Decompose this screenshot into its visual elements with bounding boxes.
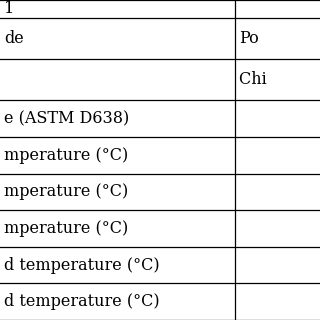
Text: de: de xyxy=(4,30,24,47)
Text: e (ASTM D638): e (ASTM D638) xyxy=(4,110,129,127)
Text: Chi: Chi xyxy=(239,71,272,88)
Text: mperature (°C): mperature (°C) xyxy=(4,183,128,200)
Text: 1: 1 xyxy=(4,0,14,17)
Text: mperature (°C): mperature (°C) xyxy=(4,147,128,164)
Text: mperature (°C): mperature (°C) xyxy=(4,220,128,237)
Text: d temperature (°C): d temperature (°C) xyxy=(4,293,159,310)
Text: d temperature (°C): d temperature (°C) xyxy=(4,257,159,274)
Text: Po: Po xyxy=(239,30,259,47)
